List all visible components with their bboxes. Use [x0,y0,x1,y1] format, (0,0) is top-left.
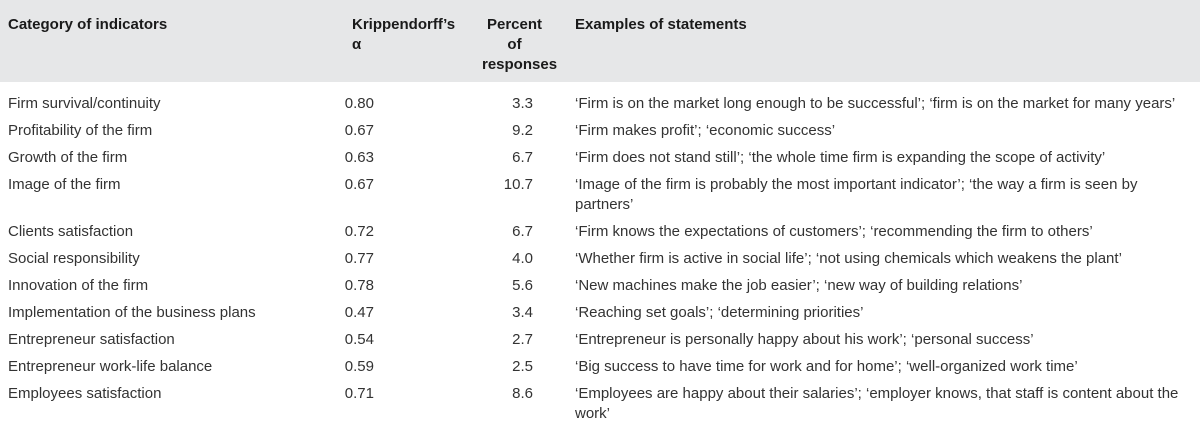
cell-krippendorff-alpha: 0.72 [344,223,374,240]
cell-krippendorff-alpha: 0.77 [344,250,374,267]
cell-category: Growth of the firm [8,149,128,166]
cell-krippendorff-alpha: 0.63 [344,149,374,166]
table-row: Image of the firm 0.67 10.7 ‘Image of the f… [0,172,1200,219]
cell-examples: ‘Firm knows the expectations of customer… [575,223,1093,240]
cell-krippendorff-alpha: 0.78 [344,277,374,294]
cell-percent-of-responses: 3.4 [512,304,533,321]
cell-percent-of-responses: 10.7 [503,176,533,193]
cell-percent-of-responses: 6.7 [512,149,533,166]
cell-krippendorff-alpha: 0.47 [344,304,374,321]
header-row: Category of indicators Krippendorff’s α … [0,0,1200,82]
cell-category: Image of the firm [8,176,121,193]
cell-krippendorff-alpha: 0.80 [344,95,374,112]
table-row: Implementation of the business plans 0.47… [0,300,1200,327]
table-body: Firm survival/continuity 0.80 3.3 ‘Firm is … [0,82,1200,428]
cell-examples: ‘Reaching set goals’; ‘determining prior… [575,304,864,321]
cell-examples: ‘Firm does not stand still’; ‘the whole … [575,149,1106,166]
cell-krippendorff-alpha: 0.59 [344,358,374,375]
cell-krippendorff-alpha: 0.71 [344,385,374,402]
header-krippendorff-alpha: Krippendorff’s α [352,16,456,53]
cell-examples: ‘Employees are happy about their salarie… [575,385,1179,422]
cell-examples: ‘Firm makes profit’; ‘economic success’ [575,122,836,139]
cell-percent-of-responses: 2.7 [512,331,533,348]
cell-percent-of-responses: 4.0 [512,250,533,267]
cell-percent-of-responses: 8.6 [512,385,533,402]
cell-examples: ‘Firm is on the market long enough to be… [575,95,1176,112]
table-row: Clients satisfaction 0.72 6.7 ‘Firm knows t… [0,219,1200,246]
cell-category: Entrepreneur satisfaction [8,331,175,348]
cell-krippendorff-alpha: 0.67 [344,122,374,139]
table-row: Innovation of the firm 0.78 5.6 ‘New machin… [0,273,1200,300]
table-header: Category of indicators Krippendorff’s α … [0,0,1200,82]
cell-category: Profitability of the firm [8,122,153,139]
cell-percent-of-responses: 9.2 [512,122,533,139]
cell-category: Innovation of the firm [8,277,149,294]
table-row: Entrepreneur satisfaction 0.54 2.7 ‘Entrepr… [0,327,1200,354]
cell-category: Firm survival/continuity [8,95,161,112]
cell-percent-of-responses: 2.5 [512,358,533,375]
cell-percent-of-responses: 3.3 [512,95,533,112]
cell-category: Employees satisfaction [8,385,162,402]
table-row: Entrepreneur work-life balance 0.59 2.5 ‘Bi… [0,354,1200,381]
cell-examples: ‘Whether firm is active in social life’;… [575,250,1122,267]
table-row: Profitability of the firm 0.67 9.2 ‘Firm ma… [0,118,1200,145]
cell-category: Social responsibility [8,250,140,267]
table-row: Social responsibility 0.77 4.0 ‘Whether fir… [0,246,1200,273]
cell-krippendorff-alpha: 0.67 [344,176,374,193]
table-row: Growth of the firm 0.63 6.7 ‘Firm does not … [0,145,1200,172]
header-examples: Examples of statements [575,16,747,33]
cell-category: Entrepreneur work-life balance [8,358,213,375]
cell-examples: ‘New machines make the job easier’; ‘new… [575,277,1023,294]
header-category: Category of indicators [8,16,168,33]
cell-examples: ‘Entrepreneur is personally happy about … [575,331,1034,348]
cell-examples: ‘Image of the firm is probably the most … [575,176,1138,213]
cell-percent-of-responses: 5.6 [512,277,533,294]
cell-examples: ‘Big success to have time for work and f… [575,358,1078,375]
cell-category: Implementation of the business plans [8,304,256,321]
table-row: Employees satisfaction 0.71 8.6 ‘Employees … [0,381,1200,428]
table-row: Firm survival/continuity 0.80 3.3 ‘Firm is … [0,82,1200,118]
header-percent-of-responses: Percent of responses [482,16,558,73]
cell-category: Clients satisfaction [8,223,134,240]
cell-percent-of-responses: 6.7 [512,223,533,240]
cell-krippendorff-alpha: 0.54 [344,331,374,348]
